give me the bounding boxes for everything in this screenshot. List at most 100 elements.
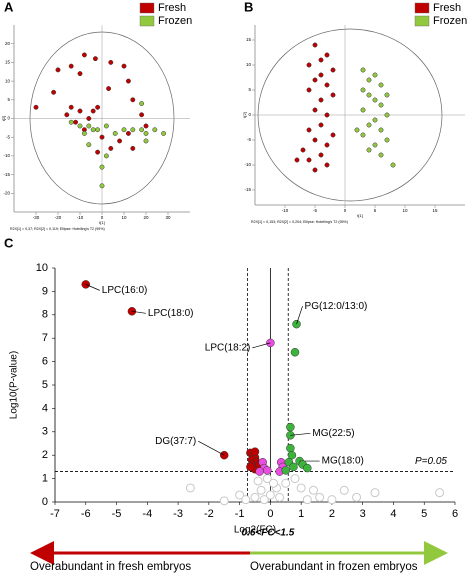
- data-point: [306, 157, 312, 163]
- data-point: [99, 164, 105, 170]
- data-point: [95, 149, 101, 155]
- data-point: [330, 67, 336, 73]
- data-point: [265, 490, 275, 500]
- data-point: [324, 52, 330, 58]
- x-axis-label: t[1]: [357, 213, 363, 218]
- data-point: [108, 59, 114, 65]
- y-tick-label: 15: [5, 60, 11, 65]
- data-point: [318, 97, 324, 103]
- x-tick-label: 0: [267, 508, 273, 520]
- data-point: [306, 127, 312, 133]
- y-tick-label: 10: [36, 262, 48, 274]
- data-point: [360, 87, 366, 93]
- label-leader: [131, 310, 146, 314]
- data-point: [294, 157, 300, 163]
- data-point: [306, 87, 312, 93]
- data-point: [130, 97, 136, 103]
- data-point: [117, 138, 123, 144]
- y-tick-label: 5: [7, 97, 10, 102]
- x-tick-label: 2: [329, 508, 335, 520]
- data-point: [366, 92, 372, 98]
- data-point: [372, 117, 378, 123]
- x-tick-label: 30: [165, 215, 171, 220]
- data-point: [275, 492, 285, 502]
- y-tick-label: 10: [246, 62, 252, 67]
- footer-note: R2X[1] = 0,153; R2X[2] = 0,204; Ellipse:…: [251, 220, 348, 224]
- label-leader: [290, 432, 311, 436]
- x-axis-label: t[1]: [99, 220, 105, 225]
- y-tick-label: 10: [5, 78, 11, 83]
- y-tick-label: 6: [42, 356, 48, 368]
- data-point: [290, 474, 300, 484]
- data-point: [90, 127, 96, 133]
- point-label: MG(18:0): [322, 456, 364, 467]
- legend-swatch: [414, 2, 430, 14]
- y-tick-label: -5: [6, 134, 10, 139]
- x-tick-label: -4: [142, 508, 152, 520]
- legend-label: Fresh: [158, 2, 186, 14]
- y-tick-label: -15: [244, 187, 251, 192]
- y-tick-label: 15: [246, 37, 252, 42]
- data-point: [378, 127, 384, 133]
- footer-note: R2X[1] = 0,37; R2X[2] = 0,119; Ellipse: …: [10, 227, 105, 231]
- x-tick-label: -10: [77, 215, 84, 220]
- point-label: LPC(16:0): [102, 285, 148, 296]
- data-point: [68, 119, 74, 125]
- x-tick-label: 1: [298, 508, 304, 520]
- label-leader: [198, 440, 225, 456]
- legend-label: Frozen: [158, 15, 192, 27]
- data-point: [318, 152, 324, 158]
- x-tick-label: -7: [50, 508, 60, 520]
- data-point: [68, 63, 74, 69]
- data-point: [77, 71, 83, 77]
- data-point: [384, 112, 390, 118]
- data-point: [106, 86, 112, 92]
- x-tick-label: 0: [101, 215, 104, 220]
- data-point: [360, 67, 366, 73]
- y-tick-label: -5: [247, 137, 251, 142]
- data-point: [315, 492, 325, 502]
- data-point: [161, 131, 167, 136]
- data-point: [302, 495, 312, 505]
- data-point: [372, 72, 378, 78]
- data-point: [73, 119, 79, 125]
- data-point: [185, 483, 195, 493]
- y-axis-label: t[2]: [242, 112, 247, 118]
- y-tick-label: 0: [248, 112, 251, 117]
- x-tick-label: 20: [143, 215, 149, 220]
- data-point: [366, 147, 372, 153]
- data-point: [86, 123, 92, 129]
- data-point: [318, 72, 324, 78]
- y-tick-label: 9: [42, 285, 48, 297]
- point-label: LPC(18:0): [148, 308, 194, 319]
- data-point: [143, 131, 149, 136]
- point-label: PG(12:0/13:0): [305, 301, 368, 312]
- x-tick-label: 4: [390, 508, 396, 520]
- data-point: [324, 162, 330, 168]
- data-point: [286, 443, 295, 453]
- data-point: [318, 57, 324, 63]
- data-point: [241, 495, 251, 505]
- data-point: [143, 138, 149, 144]
- data-point: [92, 56, 98, 62]
- data-point: [330, 92, 336, 98]
- y-tick-label: 7: [42, 332, 48, 344]
- data-point: [312, 42, 318, 48]
- data-point: [366, 77, 372, 83]
- data-point: [99, 183, 105, 189]
- data-point: [290, 347, 300, 357]
- data-point: [384, 92, 390, 98]
- data-point: [296, 483, 306, 493]
- data-point: [77, 108, 83, 114]
- data-point: [235, 490, 245, 500]
- point-label: MG(22:5): [312, 428, 354, 439]
- x-tick-label: 15: [432, 208, 438, 213]
- y-tick-label: -10: [244, 162, 251, 167]
- x-tick-label: -6: [81, 508, 91, 520]
- y-tick-label: 8: [42, 309, 48, 321]
- data-point: [339, 485, 349, 495]
- data-point: [327, 495, 337, 505]
- panel-label: A: [4, 0, 14, 14]
- data-point: [253, 476, 263, 486]
- data-point: [312, 77, 318, 83]
